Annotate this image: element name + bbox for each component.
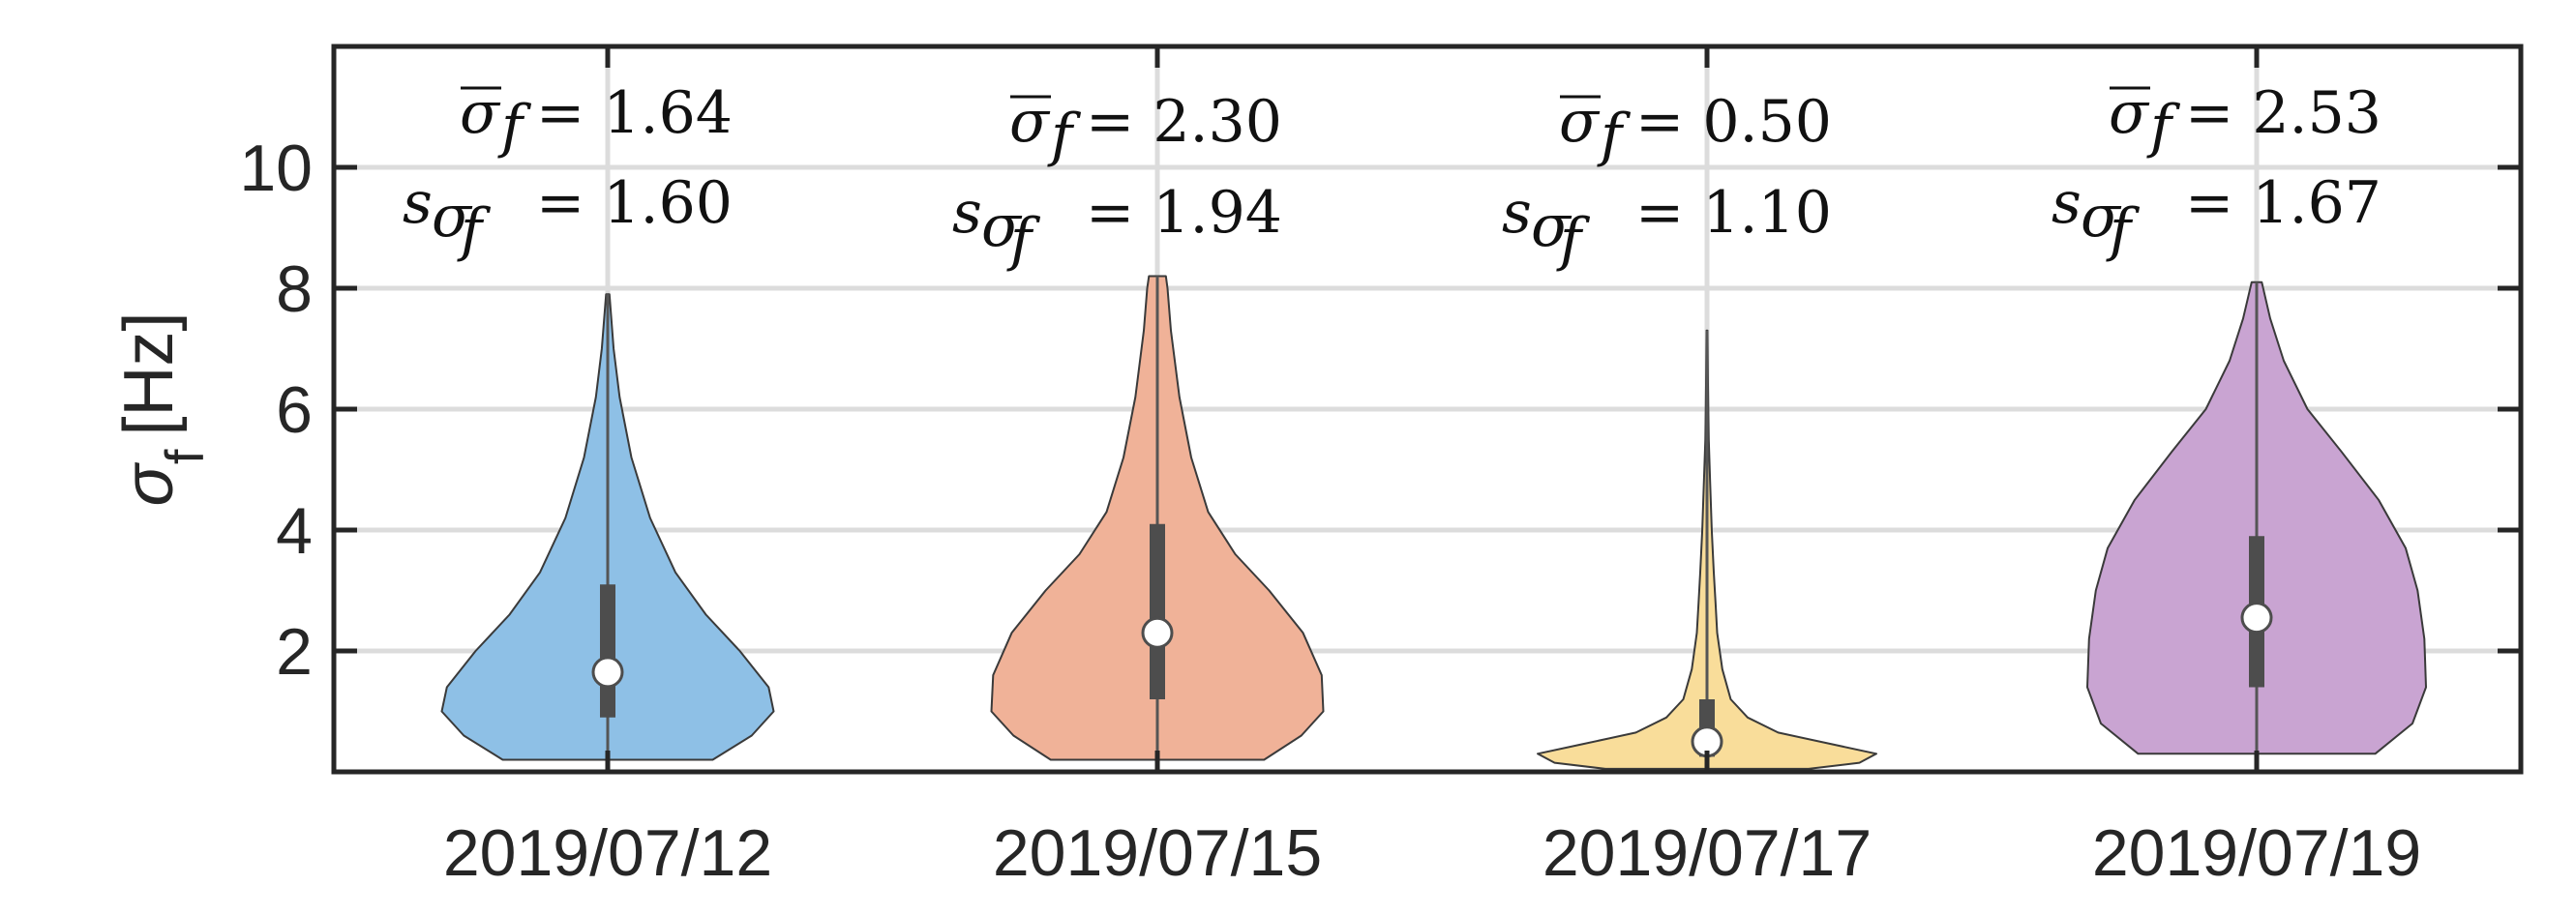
labels: 2 4 6 8 10 2019/07/12 2019/07/15 2019/07/17 2019… [110,79,2421,890]
std-value: = 1.10 [1635,179,1832,247]
std-subsubscript: f [1556,206,1591,274]
mean-annotation: σ f = 2.30 [1009,88,1282,169]
mean-symbol: σ [2109,79,2150,147]
violin-median-point [2240,602,2273,635]
std-symbol: s [1502,179,1532,247]
mean-subscript: f [1047,102,1082,169]
mean-annotation: σ f = 1.64 [460,79,733,161]
violins [440,275,2427,770]
std-symbol: s [952,179,982,247]
mean-value: = 0.50 [1635,88,1832,156]
std-annotation: s σf = 1.67 [2052,169,2381,264]
y-tick-label: 8 [276,252,313,326]
x-tick-label: 2019/07/15 [993,816,1322,890]
y-axis-label: σf[Hz] [110,312,215,507]
mean-value: = 1.64 [536,79,733,147]
std-annotation: s σf = 1.94 [952,179,1282,274]
mean-subscript: f [2146,93,2181,161]
std-value: = 1.67 [2185,169,2381,237]
y-tick-label: 10 [239,132,313,205]
mean-annotation: σ f = 2.53 [2109,79,2381,161]
std-subscript: σ [1531,192,1573,260]
violin-median-point [1141,616,1174,649]
std-subscript: σ [981,192,1023,260]
std-annotation: s σf = 1.10 [1502,179,1832,274]
y-tick-label: 4 [276,494,313,568]
std-subsubscript: f [2106,196,2141,264]
mean-symbol: σ [1009,88,1051,156]
std-subscript: σ [432,183,473,251]
std-value: = 1.60 [536,169,733,237]
mean-annotation: σ f = 0.50 [1559,88,1832,169]
mean-value: = 2.53 [2185,79,2381,147]
axes [331,44,2524,775]
std-annotation: s σf = 1.60 [403,169,733,264]
mean-value: = 2.30 [1086,88,1282,156]
x-tick-label: 2019/07/17 [1543,816,1872,890]
violin-iqr-bar [600,584,615,718]
std-value: = 1.94 [1086,179,1282,247]
mean-symbol: σ [460,79,501,147]
y-tick-label: 2 [276,615,313,689]
std-subscript: σ [2081,183,2122,251]
mean-subscript: f [1597,102,1632,169]
x-tick-label: 2019/07/19 [2092,816,2421,890]
mean-symbol: σ [1559,88,1601,156]
std-symbol: s [403,169,433,237]
std-symbol: s [2052,169,2082,237]
violin-iqr-bar [1150,523,1165,699]
x-tick-label: 2019/07/12 [443,816,772,890]
std-subsubscript: f [1006,206,1041,274]
y-tick-label: 6 [276,373,313,447]
violin-median-point [591,656,624,689]
std-subsubscript: f [457,196,492,264]
mean-subscript: f [497,93,532,161]
